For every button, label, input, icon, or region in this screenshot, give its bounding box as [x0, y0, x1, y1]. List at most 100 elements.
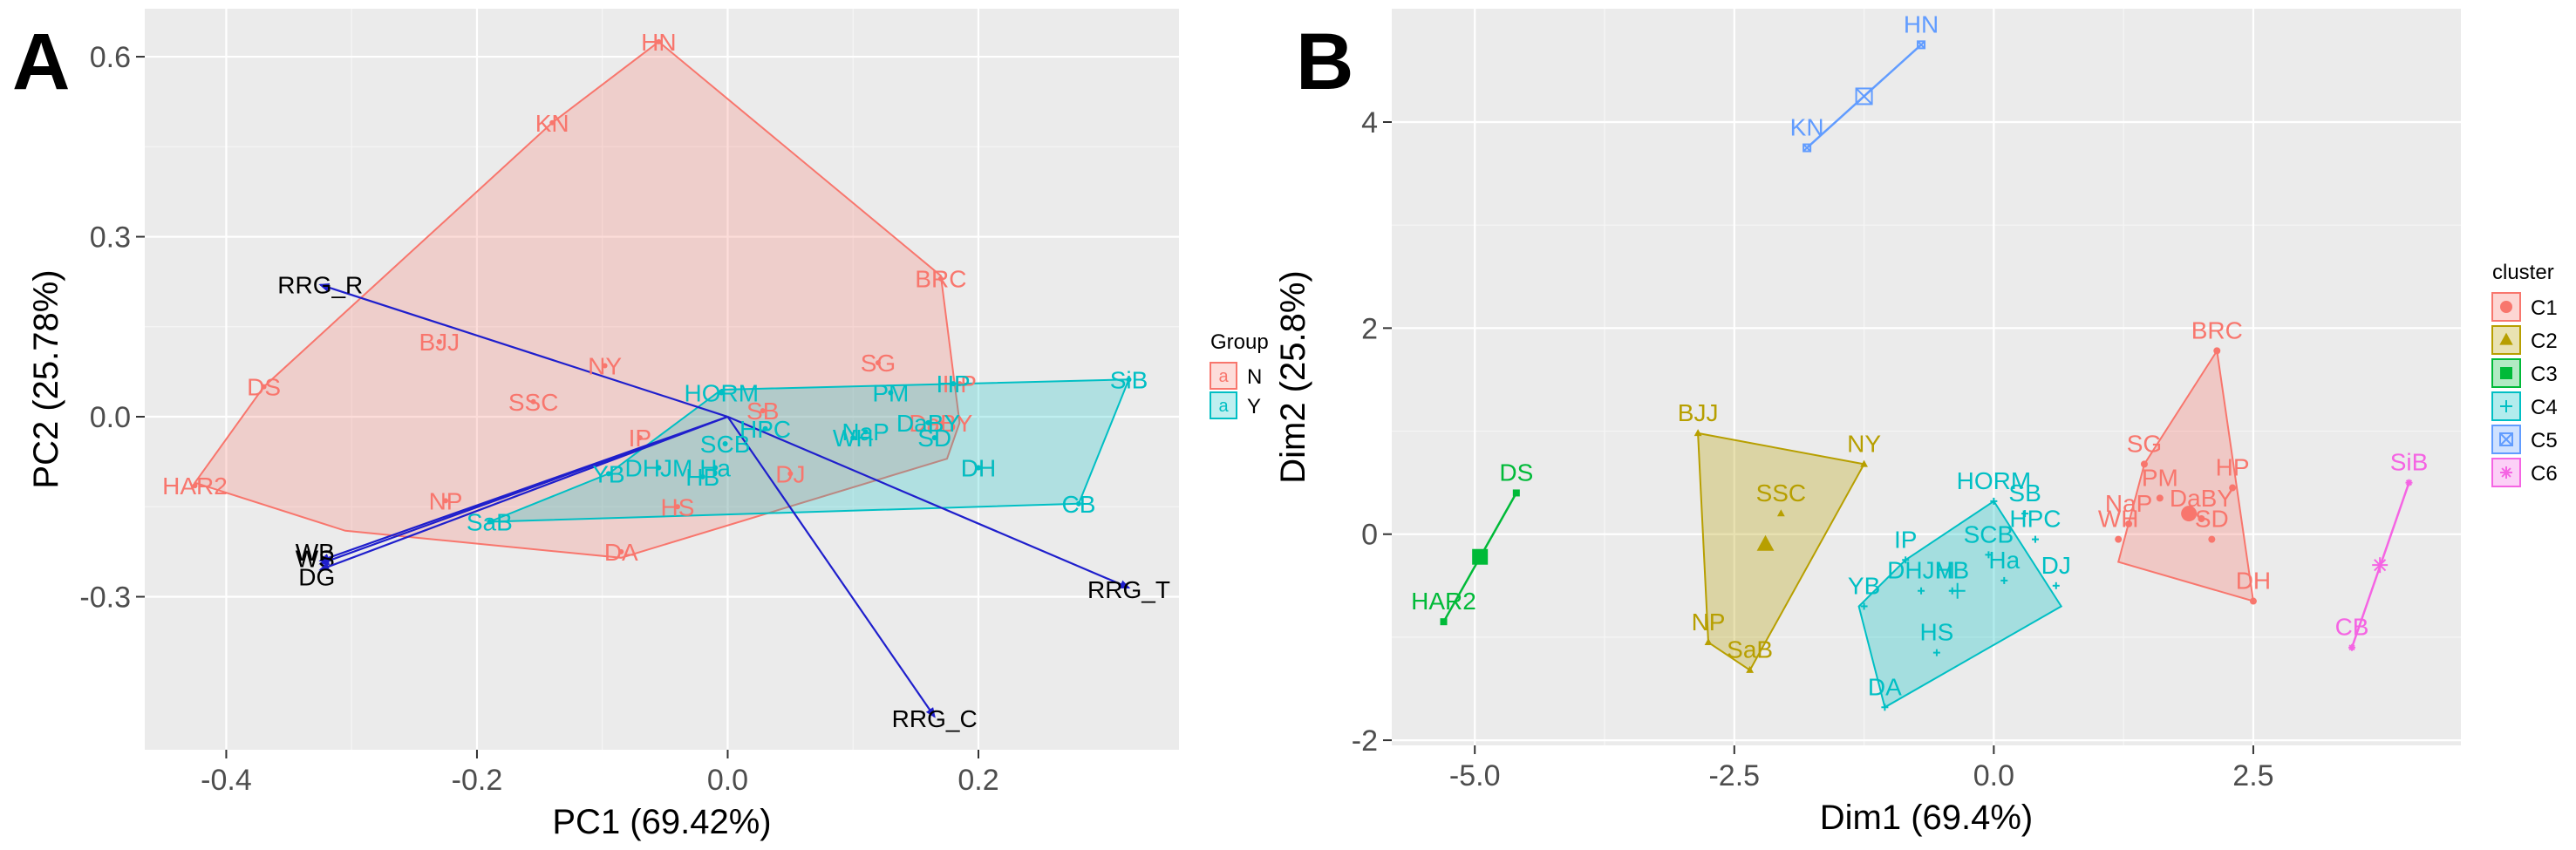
vector-label: RRG_T — [1087, 576, 1170, 603]
legend-key — [2491, 391, 2521, 421]
legend-title: Group — [1210, 330, 1269, 354]
marker-circle — [2249, 597, 2257, 605]
data-point — [192, 483, 198, 489]
vector-label: DG — [298, 564, 335, 591]
legend-label: Y — [1247, 395, 1261, 418]
data-point — [602, 363, 608, 369]
group-legend: Group a Na Y — [1210, 330, 1269, 419]
marker-square — [2500, 367, 2512, 379]
marker-plus — [2021, 510, 2029, 518]
data-point — [888, 390, 894, 396]
pca-biplot-panel: -0.4 -0.2 0.0 0.2 -0.3 0.0 0.3 0.6 PC1 (69.42%) P… — [27, 9, 1179, 841]
data-point — [699, 473, 705, 479]
x-tick-label: -5.0 — [1449, 759, 1501, 792]
marker-asterisk-ray — [2374, 559, 2387, 572]
data-point — [637, 435, 643, 441]
data-point — [862, 429, 869, 435]
legend-key — [1210, 391, 1237, 419]
legend-title: cluster — [2492, 261, 2554, 284]
data-point — [656, 465, 662, 471]
point-label: DaBY — [909, 410, 972, 437]
point-label: DaBY — [2170, 485, 2233, 512]
marker-diag-2 — [1917, 40, 1925, 50]
point-label: HB — [1935, 557, 1969, 584]
marker-circle — [2229, 484, 2237, 492]
point-label: HPC — [2009, 506, 2061, 533]
point-label: DA — [1868, 673, 1902, 700]
y-tick-label: -2 — [1352, 724, 1378, 758]
x-tick-label: -0.2 — [452, 764, 503, 797]
point-label: SiB — [2390, 449, 2429, 476]
marker-box — [1803, 143, 1812, 153]
marker-plus — [1932, 649, 1940, 656]
point-label: SG — [861, 350, 896, 377]
point-label: BJJ — [419, 329, 460, 356]
legend-key-glyph: a — [1218, 367, 1229, 386]
point-label: DJ — [775, 460, 805, 487]
marker-circle — [2125, 520, 2133, 527]
point-label: HAR2 — [1411, 588, 1476, 615]
x-tick-label: -0.4 — [201, 764, 252, 797]
marker-plus — [1918, 587, 1925, 595]
point-label: HN — [1904, 10, 1939, 37]
legend-label: C6 — [2531, 462, 2558, 486]
point-label: HPC — [739, 416, 791, 443]
point-label: SiB — [1110, 366, 1148, 393]
point-label: DH — [2236, 568, 2271, 595]
legend-label: C2 — [2531, 330, 2558, 353]
data-point — [762, 425, 768, 432]
marker-boxcross — [1855, 87, 1873, 105]
point-label: KN — [1790, 114, 1824, 141]
data-point — [719, 390, 725, 396]
point-label: SSC — [1756, 479, 1807, 507]
hull-n — [193, 40, 961, 559]
point-label: HN — [641, 29, 676, 56]
marker-plus — [1990, 497, 1998, 505]
marker-triangle — [1746, 665, 1755, 673]
point-label: HB — [685, 464, 719, 491]
data-point — [261, 384, 267, 390]
marker-asterisk — [2372, 557, 2389, 574]
data-point — [436, 338, 442, 344]
marker-box — [1855, 87, 1873, 105]
marker-box — [2499, 432, 2513, 446]
point-label: DS — [1499, 459, 1533, 486]
cluster-legend: cluster C1 C2 C3 C4 C5 C6 — [2491, 261, 2558, 487]
point-label: IP — [1894, 526, 1917, 553]
legend-label: C3 — [2531, 363, 2558, 386]
marker-circle — [2115, 535, 2123, 543]
data-point — [1126, 377, 1132, 383]
data-point — [937, 275, 944, 282]
point-label: PM — [872, 379, 909, 406]
x-tick-label: 0.0 — [707, 764, 748, 797]
y-tick-label: 2 — [1361, 312, 1378, 345]
y-tick-label: 4 — [1361, 106, 1378, 139]
legend-label: C1 — [2531, 296, 2558, 320]
point-label: NP — [429, 487, 463, 514]
marker-circle — [2213, 347, 2221, 355]
marker-diag-2 — [1803, 143, 1811, 153]
data-point — [674, 504, 680, 510]
x-tick-label: -2.5 — [1708, 759, 1760, 792]
marker-diag-2 — [1855, 87, 1873, 105]
point-label: YB — [592, 460, 624, 487]
point-label: PM — [2142, 464, 2178, 491]
marker-box — [1917, 40, 1926, 50]
loading-vector — [726, 416, 936, 718]
point-label: HS — [661, 493, 695, 520]
point-label: DA — [604, 539, 638, 566]
point-label: DHJM — [1887, 557, 1955, 584]
data-point — [443, 498, 449, 504]
marker-plus — [1985, 551, 1993, 559]
point-label: WH — [833, 425, 874, 452]
data-point — [722, 440, 728, 446]
cluster-plot-panel: -5.0 -2.5 0.0 2.5 -2 0 2 4 Dim1 (69.4%) Dim2 (25.… — [1274, 9, 2461, 837]
data-point — [712, 465, 719, 471]
point-label: SB — [2008, 479, 2041, 507]
marker-asterisk-ray — [2501, 467, 2511, 478]
marker-plus — [2052, 581, 2060, 589]
point-label: DHJM — [625, 455, 693, 482]
y-tick-label: 0.3 — [90, 221, 131, 255]
marker-asterisk — [2500, 466, 2512, 479]
